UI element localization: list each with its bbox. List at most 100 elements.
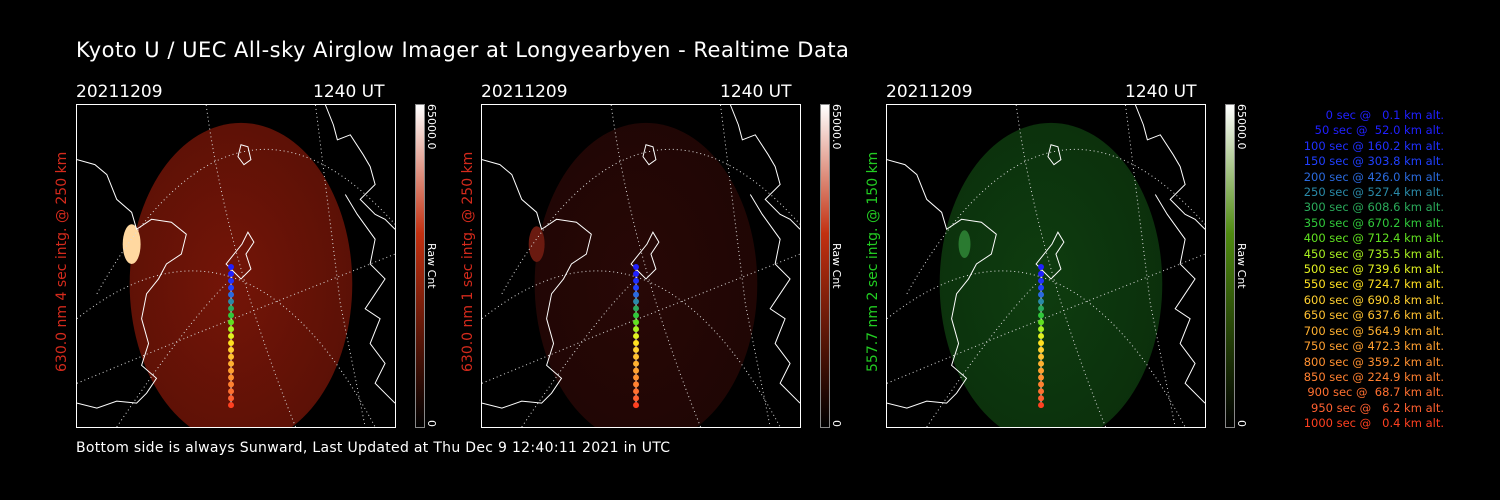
panel-3-image	[886, 104, 1206, 428]
panel-2-image	[481, 104, 801, 428]
trajectory-point	[633, 346, 640, 353]
trajectory-point	[228, 291, 235, 298]
grid-line	[116, 283, 227, 427]
grid-line	[482, 270, 781, 427]
trajectory-point	[633, 333, 640, 340]
trajectory-point	[1038, 339, 1045, 346]
trajectory-point	[633, 305, 640, 312]
panel-3-time: 1240 UT	[1125, 82, 1197, 102]
panel-2-cbar-unit: Raw Cnt	[830, 243, 843, 289]
trajectory-point	[1038, 388, 1045, 395]
trajectory-point	[228, 346, 235, 353]
grid-line	[205, 105, 297, 427]
trajectory-point	[228, 298, 235, 305]
legend-item: 650 sec @ 637.6 km alt.	[1303, 308, 1444, 323]
grid-line	[1125, 105, 1176, 427]
legend-item: 450 sec @ 735.5 km alt.	[1303, 246, 1444, 261]
trajectory-point	[633, 402, 640, 409]
trajectory-point	[228, 388, 235, 395]
legend-item: 150 sec @ 303.8 km alt.	[1303, 154, 1444, 169]
panel-map	[887, 105, 1205, 427]
legend-item: 900 sec @ 68.7 km alt.	[1307, 385, 1444, 400]
trajectory-point	[1038, 374, 1045, 381]
trajectory-point	[228, 339, 235, 346]
trajectory-point	[228, 402, 235, 409]
coastline	[344, 194, 395, 404]
trajectory-point	[228, 367, 235, 374]
panel-2-cbar-min: 0	[830, 420, 843, 427]
legend-item: 50 sec @ 52.0 km alt.	[1314, 123, 1444, 138]
trajectory-point	[1038, 326, 1045, 333]
grid-line	[96, 148, 395, 295]
trajectory-legend: 0 sec @ 0.1 km alt. 50 sec @ 52.0 km alt.…	[1262, 108, 1444, 432]
grid-line	[1015, 105, 1107, 427]
trajectory-point	[633, 277, 640, 284]
panel-1-cbar-unit: Raw Cnt	[425, 243, 438, 289]
trajectory-point	[633, 326, 640, 333]
panel-2-date: 20211209	[481, 82, 568, 102]
panel-3-colorbar	[1225, 104, 1235, 428]
trajectory-point	[633, 381, 640, 388]
aurora-bright-spot	[528, 226, 545, 263]
grid-line	[315, 105, 366, 427]
panel-2-time: 1240 UT	[720, 82, 792, 102]
trajectory-point	[1038, 360, 1045, 367]
trajectory-point	[633, 298, 640, 305]
trajectory-point	[633, 312, 640, 319]
trajectory-point	[228, 374, 235, 381]
trajectory-point	[633, 388, 640, 395]
panel-map	[77, 105, 395, 427]
page-title: Kyoto U / UEC All-sky Airglow Imager at …	[76, 38, 850, 62]
trajectory-point	[228, 270, 235, 277]
trajectory-point	[1038, 319, 1045, 326]
trajectory-point	[228, 326, 235, 333]
trajectory-point	[228, 381, 235, 388]
grid-line	[77, 270, 376, 427]
legend-item: 400 sec @ 712.4 km alt.	[1303, 231, 1444, 246]
trajectory-point	[633, 395, 640, 402]
panel-1-cbar-min: 0	[425, 420, 438, 427]
grid-line	[501, 148, 800, 295]
coastline	[1134, 105, 1205, 230]
trajectory-point	[1038, 381, 1045, 388]
trajectory-point	[633, 270, 640, 277]
trajectory-point	[228, 277, 235, 284]
legend-item: 300 sec @ 608.6 km alt.	[1303, 200, 1444, 215]
legend-item: 250 sec @ 527.4 km alt.	[1303, 185, 1444, 200]
trajectory-point	[1038, 402, 1045, 409]
grid-line	[887, 270, 1186, 427]
trajectory-point	[633, 353, 640, 360]
panel-2-colorbar	[820, 104, 830, 428]
trajectory-point	[228, 360, 235, 367]
panel-3-ylabel: 557.7 nm 2 sec intg. @ 150 km	[865, 151, 881, 372]
aurora-bright-spot	[958, 230, 971, 259]
airglow-field	[534, 122, 758, 427]
coastline	[324, 105, 395, 230]
coastline	[729, 105, 800, 230]
trajectory-point	[633, 284, 640, 291]
legend-item: 200 sec @ 426.0 km alt.	[1303, 169, 1444, 184]
trajectory-point	[1038, 333, 1045, 340]
trajectory-point	[1038, 353, 1045, 360]
trajectory-point	[633, 264, 640, 270]
trajectory-point	[1038, 264, 1045, 270]
trajectory-point	[633, 291, 640, 298]
trajectory-point	[1038, 312, 1045, 319]
grid-line	[926, 283, 1037, 427]
panel-3-cbar-min: 0	[1235, 420, 1248, 427]
panel-3-cbar-max: 65000.0	[1235, 104, 1248, 150]
panel-1-time: 1240 UT	[313, 82, 385, 102]
trajectory-point	[1038, 277, 1045, 284]
panel-1-cbar-max: 65000.0	[425, 104, 438, 150]
coastline	[1047, 144, 1062, 166]
panel-map	[482, 105, 800, 427]
trajectory-point	[633, 360, 640, 367]
legend-item: 950 sec @ 6.2 km alt.	[1311, 400, 1444, 415]
panel-3-date: 20211209	[886, 82, 973, 102]
legend-item: 100 sec @ 160.2 km alt.	[1303, 138, 1444, 153]
panel-2-cbar-max: 65000.0	[830, 104, 843, 150]
coastline	[225, 231, 255, 280]
airglow-field	[939, 122, 1163, 427]
trajectory-point	[228, 395, 235, 402]
trajectory-point	[633, 319, 640, 326]
